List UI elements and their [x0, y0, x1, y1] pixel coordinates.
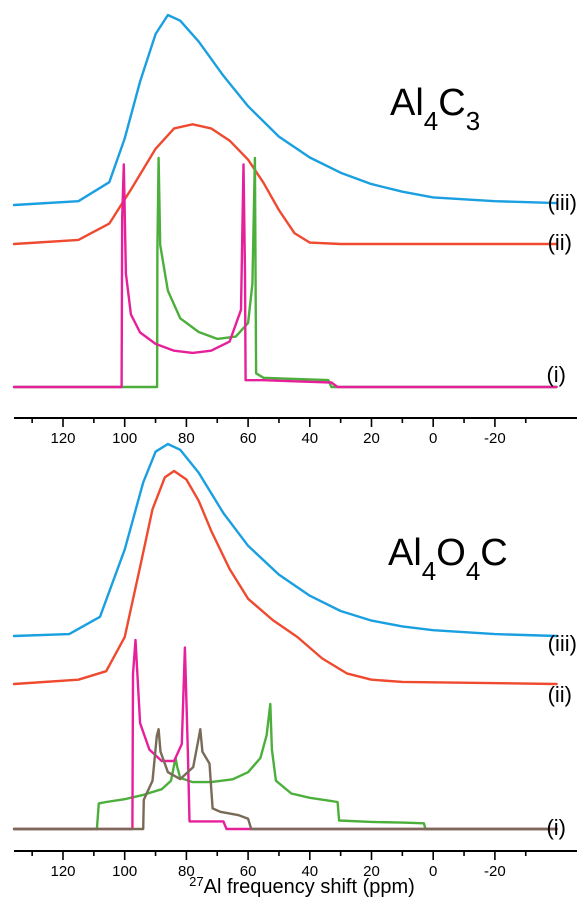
x-tick-label: 80: [178, 430, 195, 447]
x-axis-label: 27Al frequency shift (ppm): [189, 874, 415, 899]
trace-label-ii: (ii): [548, 682, 572, 707]
x-tick-label: 40: [301, 863, 318, 880]
series-line-2: [12, 469, 558, 686]
x-tick-label: 80: [178, 863, 195, 880]
panel-title: Al4O4C: [388, 532, 508, 586]
x-tick-label: 0: [429, 430, 437, 447]
x-tick-label: -20: [484, 430, 506, 447]
trace-label-iii: (iii): [548, 190, 577, 215]
series-line-5: [12, 728, 558, 831]
trace-label-ii: (ii): [548, 230, 572, 255]
x-tick-label: 100: [112, 863, 137, 880]
series-line-2: [12, 123, 558, 246]
x-tick-label: 120: [50, 430, 75, 447]
series-line-1: [12, 442, 558, 638]
x-tick-label: 0: [429, 863, 437, 880]
series-line-3: [12, 702, 558, 831]
x-tick-label: 20: [363, 430, 380, 447]
x-tick-label: 60: [240, 863, 257, 880]
panel-al4o4c: Al4O4C (iii) (ii) (i) 120 100 80 60 40 20 0 -20: [12, 442, 577, 880]
trace-label-i: (i): [546, 815, 566, 840]
x-tick-label: 100: [112, 430, 137, 447]
series-line-4: [12, 163, 558, 389]
x-axis-ticks: 120 100 80 60 40 20 0 -20: [31, 418, 527, 447]
panel-al4c3: Al4C3 (iii) (ii) (i) 120 100 80 60 40 20 0 -20: [12, 13, 577, 447]
series-group: [12, 13, 558, 389]
x-tick-label: 20: [363, 863, 380, 880]
trace-label-i: (i): [546, 362, 566, 387]
x-tick-label: 60: [240, 430, 257, 447]
series-line-4: [12, 638, 558, 831]
trace-label-iii: (iii): [548, 631, 577, 656]
series-line-3: [12, 156, 558, 389]
x-tick-label: 120: [50, 863, 75, 880]
x-axis-ticks: 120 100 80 60 40 20 0 -20: [31, 851, 527, 880]
series-group: [12, 442, 558, 831]
x-tick-label: -20: [484, 863, 506, 880]
panel-title: Al4C3: [390, 82, 480, 136]
x-tick-label: 40: [301, 430, 318, 447]
series-line-1: [12, 13, 558, 207]
